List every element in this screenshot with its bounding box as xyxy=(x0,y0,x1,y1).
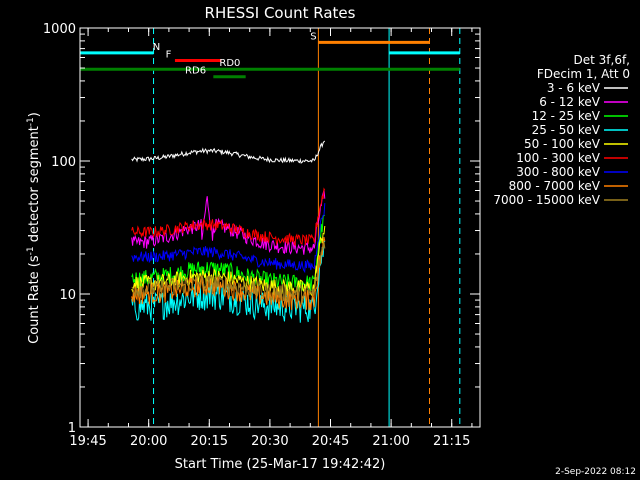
flag-label: S xyxy=(310,31,316,42)
x-tick-label: 20:45 xyxy=(312,434,349,449)
x-tick-label: 20:30 xyxy=(251,434,288,449)
y-tick-label: 10 xyxy=(59,288,76,303)
legend-entry-label: 6 - 12 keV xyxy=(539,95,601,109)
y-tick-label: 1000 xyxy=(43,22,76,37)
legend-entry-label: 25 - 50 keV xyxy=(532,123,601,137)
series-line-100_300keV xyxy=(131,187,326,247)
legend-entry-label: 300 - 800 keV xyxy=(516,165,600,179)
footer-date: 2-Sep-2022 08:12 xyxy=(555,467,636,477)
flag-label: RD0 xyxy=(219,58,240,69)
x-tick-label: 20:00 xyxy=(130,434,167,449)
series-line-300_800keV xyxy=(131,203,326,274)
x-axis-label: Start Time (25-Mar-17 19:42:42) xyxy=(175,457,386,472)
plot-frame xyxy=(79,27,481,428)
y-axis-label: Count Rate (s-1 detector segment-1) xyxy=(26,112,42,344)
x-tick-label: 21:15 xyxy=(433,434,470,449)
x-tick-label: 19:45 xyxy=(69,434,106,449)
legend-entry-label: 50 - 100 keV xyxy=(524,137,601,151)
legend-entry-label: 3 - 6 keV xyxy=(547,81,601,95)
flag-lines-layer: N S F RD0 RD6 xyxy=(79,28,461,427)
flag-label: N xyxy=(153,42,160,53)
flag-label: RD6 xyxy=(185,66,206,77)
x-tick-label: 20:15 xyxy=(191,434,228,449)
legend-entry-label: 7000 - 15000 keV xyxy=(493,193,600,207)
y-tick-label: 100 xyxy=(51,155,76,170)
legend-header-line-2: FDecim 1, Att 0 xyxy=(537,67,630,81)
y-tick-label: 1 xyxy=(68,421,76,436)
chart-title: RHESSI Count Rates xyxy=(205,4,356,22)
series-line-7000_15000keV xyxy=(131,241,326,304)
x-tick-label: 21:00 xyxy=(372,434,409,449)
legend-entry-label: 100 - 300 keV xyxy=(516,151,600,165)
series-line-3_6keV xyxy=(131,140,326,164)
flag-label: F xyxy=(166,49,172,60)
axis-layer: 19:45 20:00 20:15 20:30 20:45 21:00 21:15 1 10 10… xyxy=(43,22,480,449)
series-line-12_25keV xyxy=(131,214,325,292)
series-layer xyxy=(131,140,326,323)
legend-entry-label: 800 - 7000 keV xyxy=(509,179,601,193)
legend-entry-label: 12 - 25 keV xyxy=(532,109,601,123)
legend-header-line-1: Det 3f,6f, xyxy=(574,53,631,67)
